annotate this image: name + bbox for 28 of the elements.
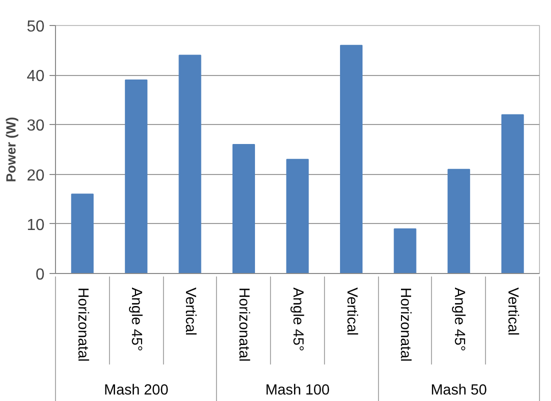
bar — [286, 158, 309, 274]
y-tick-label: 0 — [36, 266, 45, 284]
text: Mash 50 — [430, 382, 487, 398]
text: Mash 200 — [104, 382, 168, 398]
x-tick-label: Horizonatal — [236, 288, 252, 362]
x-tick-label: Angle 45° — [450, 288, 467, 352]
bar — [124, 80, 148, 274]
bar — [501, 114, 524, 274]
y-tick-label: 20 — [26, 167, 45, 184]
x-tick-label: Vertical — [504, 288, 521, 336]
y-tick-label: 30 — [26, 118, 45, 135]
x-tick-label: Angle 45° — [290, 288, 306, 352]
x-tick-label: Vertical — [343, 288, 360, 336]
x-tick-label: Angle 45° — [128, 288, 144, 352]
text: Mash 100 — [265, 382, 330, 398]
bar — [340, 44, 363, 274]
y-axis-title: Power (W) — [4, 116, 19, 182]
bar — [178, 54, 202, 274]
y-tick-label: 40 — [26, 68, 45, 86]
x-tick-label: Horizonatal — [397, 288, 414, 362]
bar — [448, 168, 470, 274]
bar — [71, 194, 94, 274]
bar — [232, 144, 255, 274]
y-tick-label: 50 — [26, 18, 45, 36]
y-tick-label: 10 — [26, 216, 45, 234]
bar — [394, 228, 416, 274]
x-tick-label: Vertical — [182, 288, 198, 336]
x-tick-label: Horizonatal — [74, 288, 90, 362]
